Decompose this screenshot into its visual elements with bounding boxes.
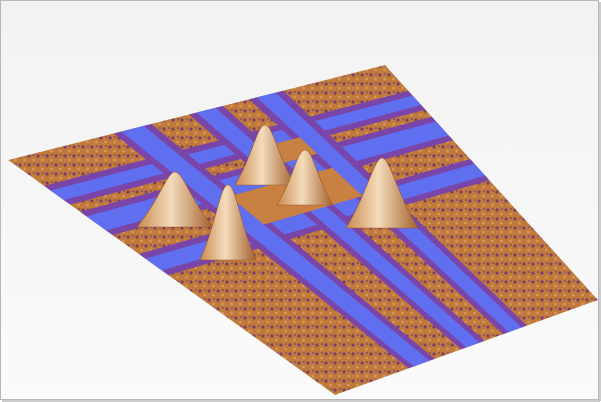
peaks (136, 124, 419, 261)
peak (199, 184, 257, 261)
peak (136, 171, 214, 228)
peak (276, 149, 334, 206)
peak (345, 157, 419, 229)
stripe (121, 125, 430, 367)
peak (234, 124, 296, 186)
